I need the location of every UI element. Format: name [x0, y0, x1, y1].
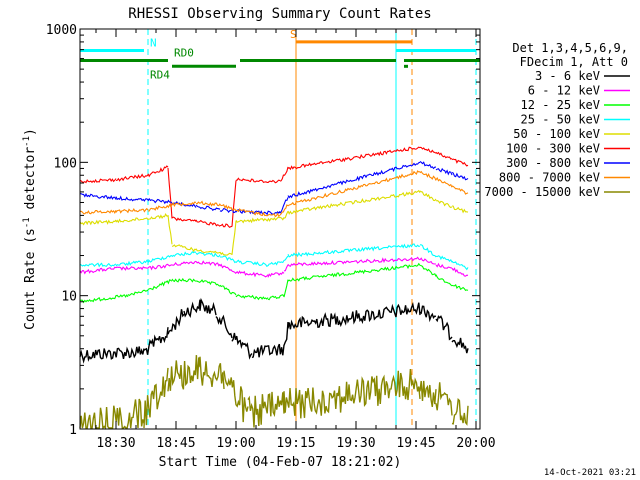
y-axis-label: Count Rate (s-1 detector-1): [22, 128, 38, 330]
x-tick-label-1: 18:45: [156, 436, 195, 451]
legend: Det 1,3,4,5,6,9, FDecim 1, Att 0 3 - 6 k…: [484, 41, 630, 199]
flag-label-n: N: [150, 36, 157, 49]
x-tick-label-5: 19:45: [396, 436, 435, 451]
series-line-3: [79, 243, 469, 271]
y-axis-label-end: ): [23, 128, 38, 136]
chart-title: RHESSI Observing Summary Count Rates: [128, 6, 431, 22]
x-tick-label-2: 19:00: [216, 436, 255, 451]
legend-header-line-1: Det 1,3,4,5,6,9,: [512, 41, 628, 55]
series-line-5: [79, 146, 469, 228]
legend-label-5: 100 - 300 keV: [506, 142, 600, 156]
x-axis: 18:30 18:45 19:00 19:15 19:30 19:45 20:00: [95, 29, 496, 451]
legend-label-6: 300 - 800 keV: [506, 156, 600, 170]
flag-label-rd0: RD0: [174, 47, 194, 60]
legend-label-4: 50 - 100 keV: [513, 127, 600, 141]
series-line-6: [79, 161, 469, 216]
series-line-4: [79, 189, 469, 256]
footer-date: 14-Oct-2021 03:21: [544, 468, 636, 478]
y-tick-label-2: 100: [54, 156, 77, 171]
y-tick-label-3: 1000: [46, 23, 77, 38]
y-axis: 1 10 100 1000: [46, 23, 480, 438]
flag-label-rd4: RD4: [150, 68, 170, 81]
y-axis-label-main: Count Rate (s: [23, 228, 38, 330]
x-tick-label-6: 20:00: [456, 436, 495, 451]
y-axis-label-sup2: -1: [22, 136, 32, 147]
legend-label-2: 12 - 25 keV: [521, 98, 600, 112]
y-tick-label-0: 1: [69, 423, 77, 438]
x-tick-label-0: 18:30: [96, 436, 135, 451]
x-axis-label: Start Time (04-Feb-07 18:21:02): [159, 455, 402, 470]
y-tick-label-1: 10: [61, 290, 77, 305]
series-line-1: [79, 256, 469, 278]
series-line-8: [79, 355, 469, 430]
plot-frame: [79, 28, 481, 430]
legend-label-3: 25 - 50 keV: [521, 113, 600, 127]
x-tick-label-3: 19:15: [276, 436, 315, 451]
flag-label-s: S: [290, 28, 297, 41]
legend-label-8: 7000 - 15000 keV: [484, 185, 600, 199]
legend-label-7: 800 - 7000 keV: [499, 171, 600, 185]
legend-label-1: 6 - 12 keV: [528, 84, 600, 98]
legend-header-line-2: FDecim 1, Att 0: [520, 55, 628, 69]
legend-label-0: 3 - 6 keV: [535, 69, 600, 83]
y-axis-label-mid: detector: [23, 147, 38, 218]
series-line-2: [79, 262, 469, 304]
plot-area: N S RD0 RD4: [79, 28, 480, 430]
series-line-0: [79, 297, 469, 364]
y-axis-label-sup1: -1: [22, 217, 32, 228]
x-tick-label-4: 19:30: [336, 436, 375, 451]
series-line-7: [79, 170, 469, 218]
